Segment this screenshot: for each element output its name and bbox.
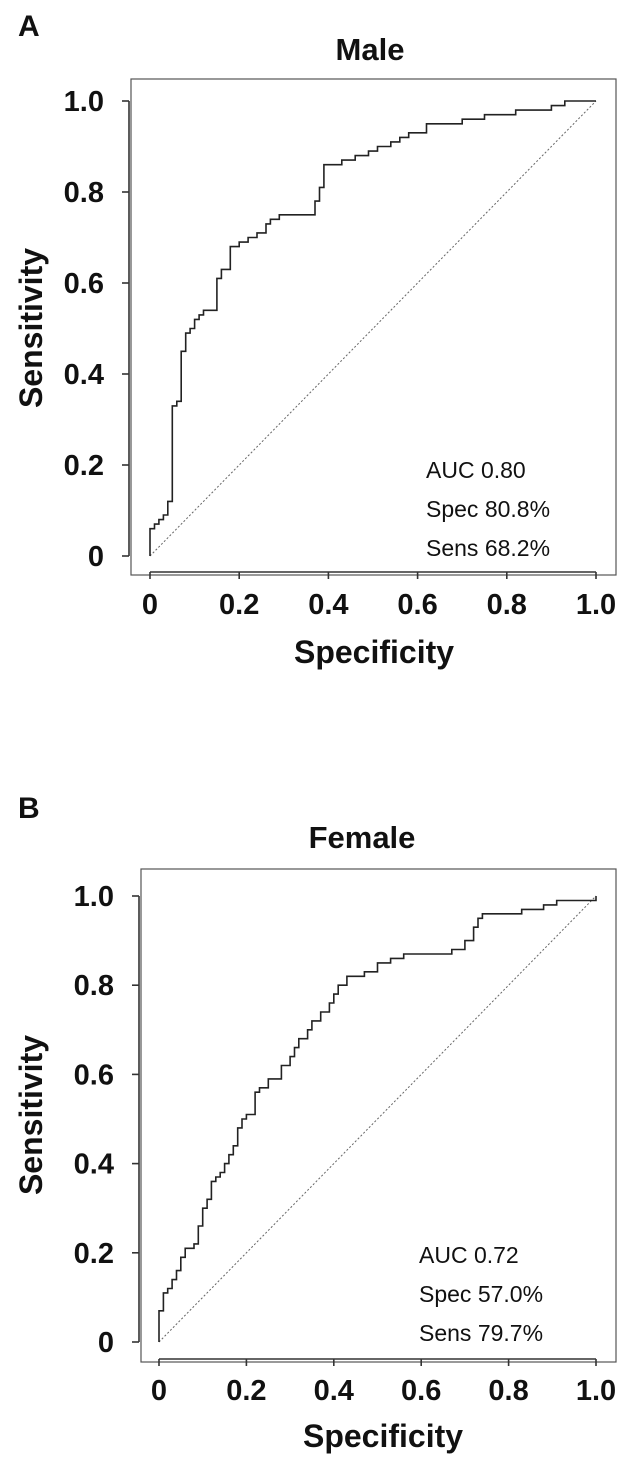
annotation-spec: Spec 80.8% [426, 496, 550, 522]
y-tick-labels: 0 0.2 0.4 0.6 0.8 1.0 [64, 86, 104, 573]
y-tick-label: 0.4 [74, 1149, 114, 1181]
y-tick-labels: 0 0.2 0.4 0.6 0.8 1.0 [74, 881, 114, 1359]
roc-curve-male [149, 100, 596, 556]
y-tick-label: 0 [98, 1327, 114, 1359]
plot-frame [130, 78, 617, 576]
x-tick-label: 0 [142, 589, 158, 621]
x-tick-labels: 0 0.2 0.4 0.6 0.8 1.0 [142, 589, 616, 621]
x-tick-label: 0 [151, 1375, 167, 1407]
annotation-sens: Sens 79.7% [419, 1320, 543, 1346]
y-tick-label: 0.8 [64, 177, 104, 209]
reference-diagonal [149, 100, 597, 557]
x-tick-label: 0.6 [401, 1375, 441, 1407]
y-tick-label: 0 [88, 541, 104, 573]
panel-label-b: B [18, 792, 40, 825]
x-axis-label: Specificity [294, 634, 454, 670]
x-tick-label: 0.2 [226, 1375, 266, 1407]
annotation-auc: AUC 0.80 [426, 457, 526, 483]
x-tick-label: 0.8 [488, 1375, 528, 1407]
x-axis-label: Specificity [303, 1418, 463, 1454]
axes [122, 100, 597, 579]
roc-curve-female [158, 896, 597, 1342]
y-tick-label: 1.0 [64, 86, 104, 118]
y-axis-label: Sensitivity [13, 248, 49, 408]
y-tick-label: 0.2 [74, 1238, 114, 1270]
x-tick-label: 1.0 [576, 589, 616, 621]
panel-male: A Male 0 0.2 0.4 0.6 0.8 1.0 0 0.2 0.4 0.6 0.8 1.0… [13, 10, 617, 670]
reference-diagonal [158, 895, 597, 1343]
y-axis-label: Sensitivity [13, 1035, 49, 1195]
x-tick-label: 0.4 [308, 589, 348, 621]
annotation-spec: Spec 57.0% [419, 1281, 543, 1307]
y-tick-label: 0.6 [74, 1059, 114, 1091]
y-tick-label: 0.8 [74, 970, 114, 1002]
y-tick-label: 0.6 [64, 268, 104, 300]
annotation-sens: Sens 68.2% [426, 535, 550, 561]
x-tick-labels: 0 0.2 0.4 0.6 0.8 1.0 [151, 1375, 616, 1407]
axes [132, 895, 597, 1366]
x-tick-label: 1.0 [576, 1375, 616, 1407]
x-tick-label: 0.6 [397, 589, 437, 621]
panel-female: B Female 0 0.2 0.4 0.6 0.8 1.0 0 0.2 0.4 0.6 0.8 1… [13, 792, 617, 1454]
chart-title-female: Female [309, 820, 416, 855]
panel-label-a: A [18, 10, 40, 43]
y-tick-label: 1.0 [74, 881, 114, 913]
annotation-auc: AUC 0.72 [419, 1242, 519, 1268]
chart-title-male: Male [336, 32, 405, 67]
x-tick-label: 0.8 [487, 589, 527, 621]
y-tick-label: 0.2 [64, 450, 104, 482]
y-tick-label: 0.4 [64, 359, 104, 391]
plot-frame [140, 868, 617, 1363]
x-tick-label: 0.2 [219, 589, 259, 621]
x-tick-label: 0.4 [314, 1375, 354, 1407]
